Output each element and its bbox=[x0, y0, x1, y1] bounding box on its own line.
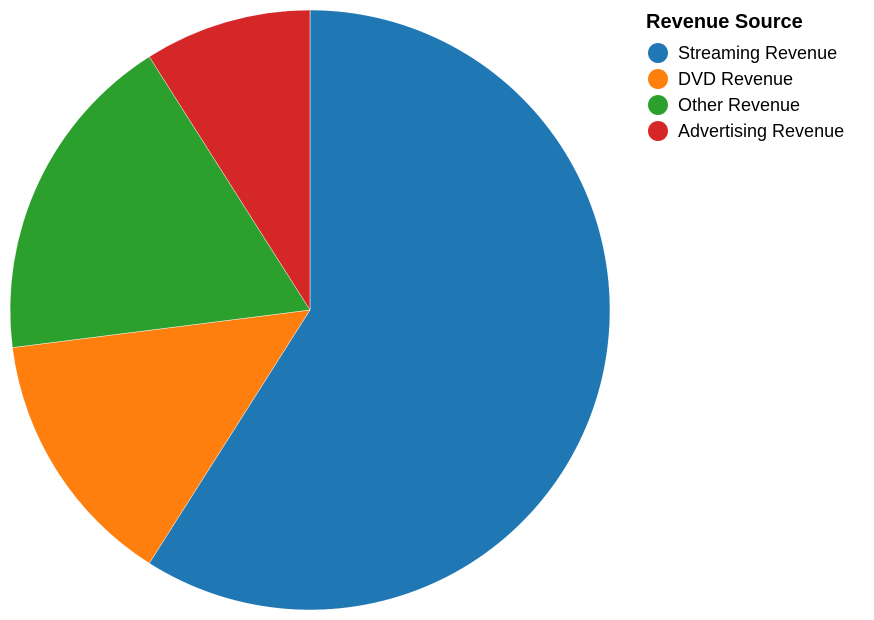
pie-slice-advertising-revenue bbox=[148, 9, 311, 311]
legend-swatch-advertising-revenue bbox=[648, 121, 668, 141]
legend-item-advertising-revenue: Advertising Revenue bbox=[648, 121, 844, 141]
legend-label-streaming-revenue: Streaming Revenue bbox=[678, 43, 837, 63]
legend-swatch-streaming-revenue bbox=[648, 43, 668, 63]
legend-item-dvd-revenue: DVD Revenue bbox=[648, 69, 793, 89]
pie-slices bbox=[9, 9, 611, 611]
legend-items: Streaming Revenue DVD Revenue Other Revenu… bbox=[648, 43, 844, 141]
pie-slice-other-revenue bbox=[9, 56, 311, 348]
legend-label-other-revenue: Other Revenue bbox=[678, 95, 800, 115]
legend-swatch-other-revenue bbox=[648, 95, 668, 115]
legend-swatch-dvd-revenue bbox=[648, 69, 668, 89]
legend-item-other-revenue: Other Revenue bbox=[648, 95, 800, 115]
legend-item-streaming-revenue: Streaming Revenue bbox=[648, 43, 837, 63]
pie-slice-dvd-revenue bbox=[12, 309, 311, 564]
legend-title: Revenue Source bbox=[646, 11, 803, 33]
legend-label-dvd-revenue: DVD Revenue bbox=[678, 69, 793, 89]
pie-slice-streaming-revenue bbox=[148, 9, 611, 611]
legend-label-advertising-revenue: Advertising Revenue bbox=[678, 121, 844, 141]
legend: Revenue Source Streaming Revenue DVD Reve… bbox=[646, 11, 844, 141]
